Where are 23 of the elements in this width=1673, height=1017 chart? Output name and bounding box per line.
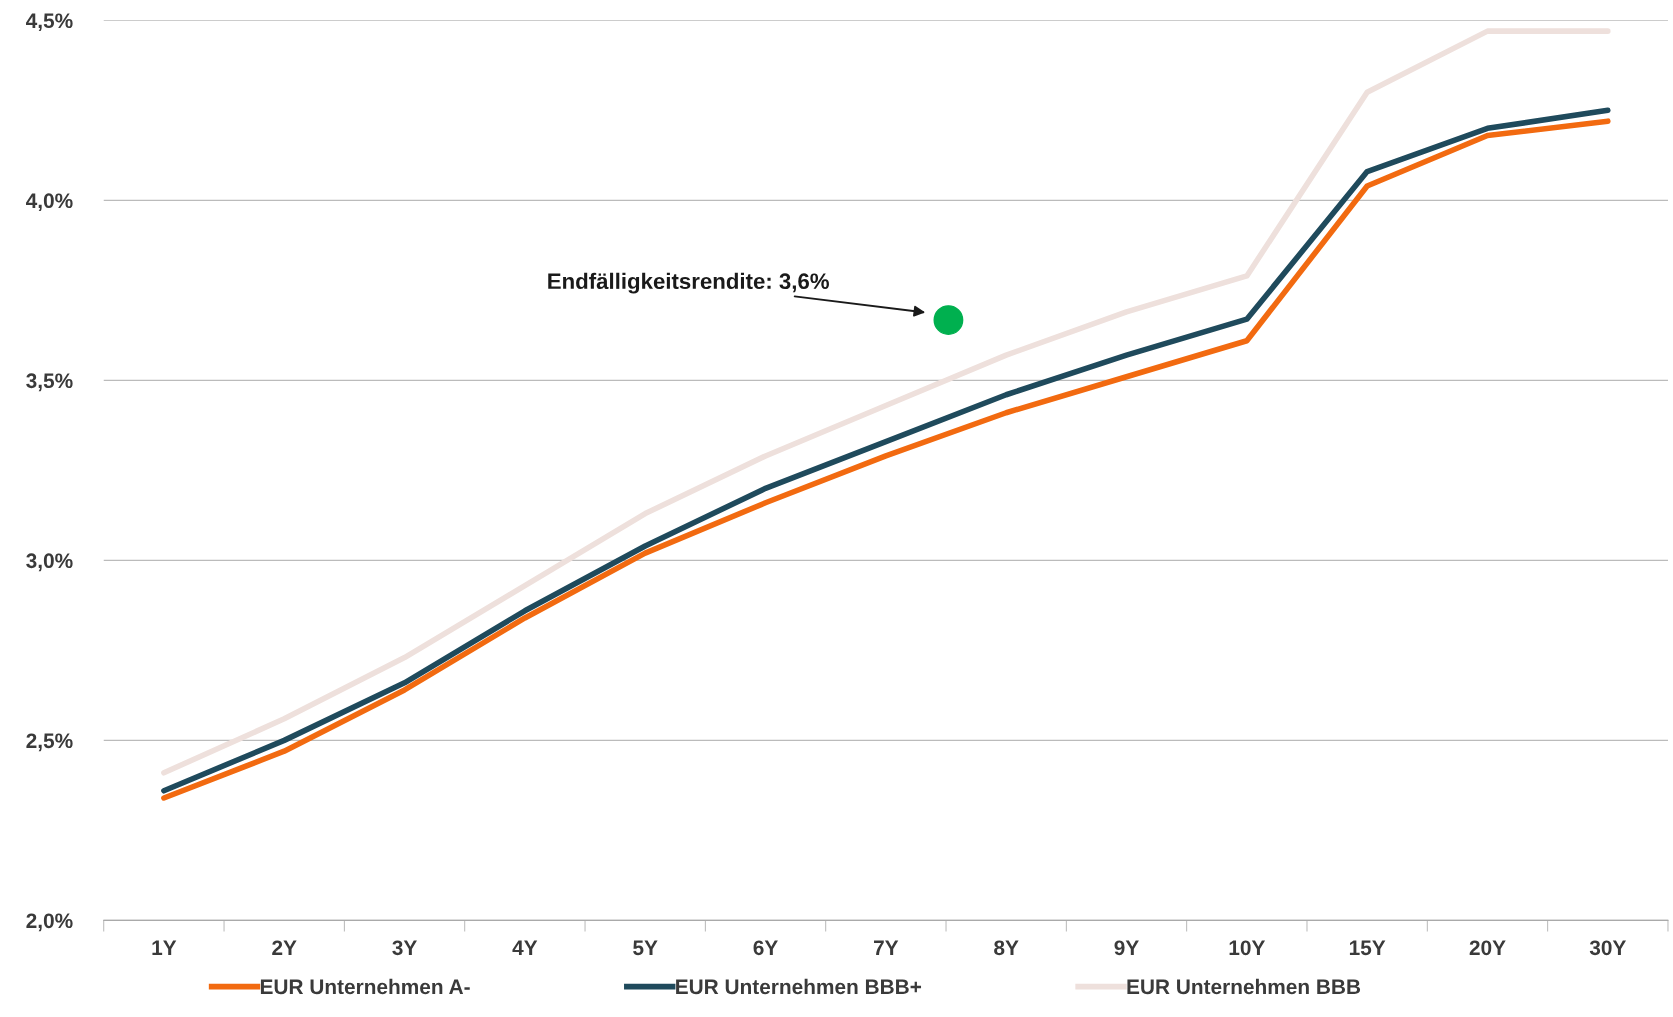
legend-label: EUR Unternehmen A- xyxy=(260,978,470,995)
x-tick-label: 1Y xyxy=(152,940,177,955)
annotation: Endfälligkeitsrendite: 3,6% xyxy=(548,272,829,294)
x-tick-label: 3Y xyxy=(392,940,417,956)
y-tick-label: 2,0% xyxy=(26,913,73,932)
x-tick-label: 9Y xyxy=(1114,940,1139,956)
y-tick-label: 3,0% xyxy=(26,553,73,572)
x-tick-label: 7Y xyxy=(874,940,899,955)
x-tick-label: 8Y xyxy=(994,940,1019,956)
x-tick-label: 6Y xyxy=(753,940,778,956)
x-tick-label: 4Y xyxy=(512,940,538,955)
x-tick-label: 5Y xyxy=(633,940,658,956)
y-tick-label: 3,5% xyxy=(26,373,73,392)
x-tick-label: 15Y xyxy=(1349,940,1386,956)
legend-label: EUR Unternehmen BBB+ xyxy=(676,978,922,995)
y-tick-label: 4,0% xyxy=(26,193,73,212)
y-tick-label: 4,5% xyxy=(26,13,73,32)
y-tick-label: 2,5% xyxy=(26,733,73,752)
legend-label: EUR Unternehmen BBB xyxy=(1127,978,1361,995)
x-tick-label: 2Y xyxy=(272,940,297,955)
x-tick-label: 20Y xyxy=(1469,940,1506,956)
x-tick-label: 10Y xyxy=(1229,940,1266,956)
x-tick-label: 30Y xyxy=(1589,940,1627,956)
